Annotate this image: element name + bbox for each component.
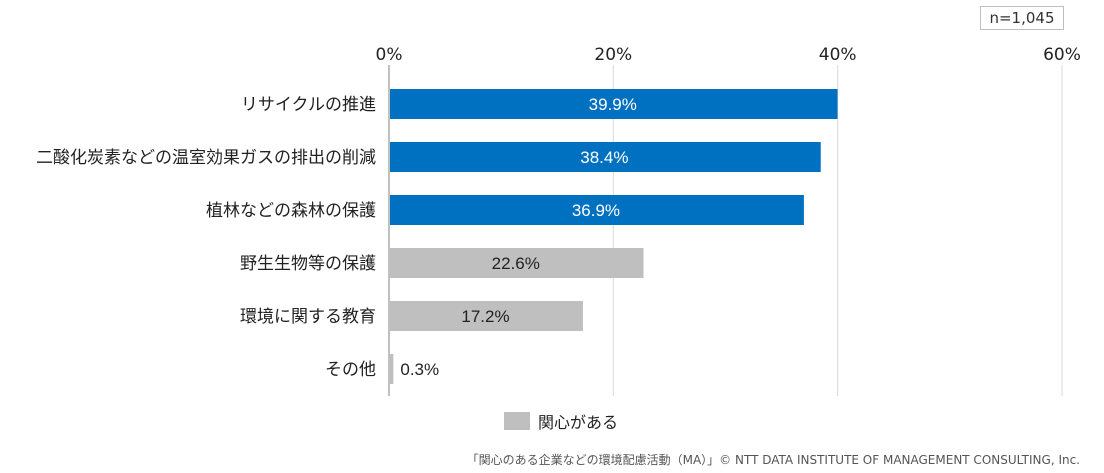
data-label: 17.2% [461, 307, 509, 326]
category-label: その他 [325, 360, 376, 380]
x-tick-label: 40% [819, 45, 857, 65]
legend-label: 関心がある [538, 413, 619, 432]
legend: 関心がある [504, 410, 618, 432]
sample-size-box: n=1,045 [980, 6, 1064, 30]
x-tick-label: 20% [594, 45, 632, 65]
category-label: リサイクルの推進 [241, 95, 376, 115]
data-label: 38.4% [580, 148, 628, 167]
data-label: 22.6% [492, 254, 540, 273]
category-label: 環境に関する教育 [240, 307, 376, 327]
bar [390, 142, 821, 172]
data-label: 0.3% [400, 360, 439, 379]
x-tick-label: 60% [1043, 45, 1081, 65]
category-label: 二酸化炭素などの温室効果ガスの排出の削減 [36, 148, 376, 168]
bar [390, 89, 838, 119]
bar-chart: 0% 20% 40% 60% リサイクルの推進 39.9% 二酸化炭素などの温室効果ガスの排… [36, 45, 1081, 396]
bar [390, 354, 394, 384]
data-label: 39.9% [589, 95, 637, 114]
bar [390, 301, 583, 331]
category-label: 野生生物等の保護 [240, 254, 376, 274]
bar [390, 195, 804, 225]
bar [390, 248, 644, 278]
copyright-footer: 「関心のある企業などの環境配慮活動（MA）」© NTT DATA INSTITU… [466, 453, 1080, 467]
legend-swatch [504, 412, 530, 430]
x-tick-label: 0% [376, 45, 403, 65]
data-label: 36.9% [572, 201, 620, 220]
category-label: 植林などの森林の保護 [206, 201, 376, 221]
